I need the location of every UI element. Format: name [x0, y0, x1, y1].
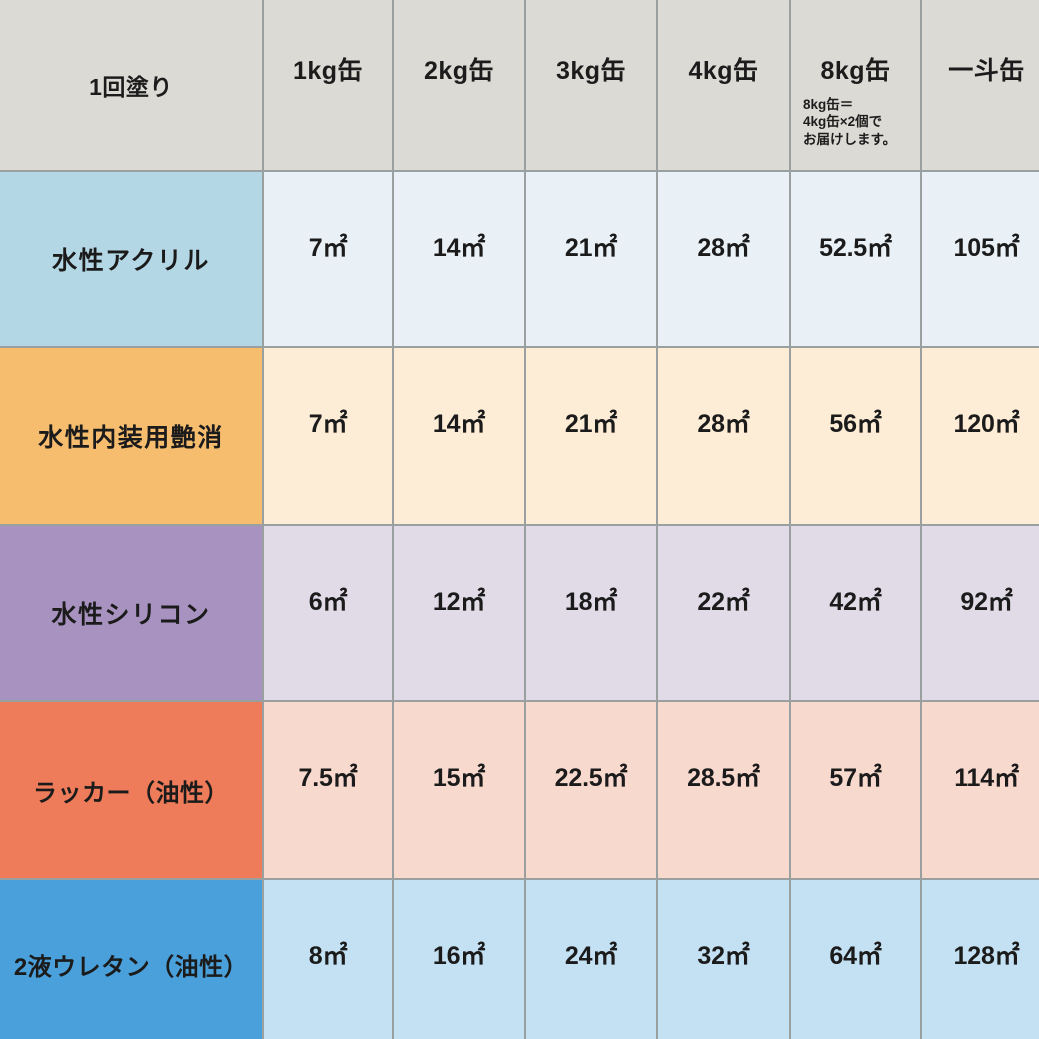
column-header-itto: 一斗缶: [922, 0, 1039, 170]
cell-value: 32㎡: [697, 942, 750, 970]
cell-value: 8㎡: [308, 942, 348, 970]
cell-value: 15㎡: [432, 764, 486, 792]
cell-value: 114㎡: [954, 764, 1019, 792]
table-cell-lacquer-8kg: 57㎡: [791, 702, 920, 878]
cell-value: 42㎡: [829, 588, 882, 616]
table-cell-silicone-8kg: 42㎡: [791, 526, 920, 700]
cell-value: 22㎡: [697, 588, 750, 616]
table-cell-lacquer-2kg: 15㎡: [394, 702, 524, 878]
table-cell-interior-matte-3kg: 21㎡: [526, 348, 656, 524]
cell-value: 28㎡: [697, 410, 750, 438]
column-header-2kg: 2kg缶: [394, 0, 524, 170]
column-header-4kg-label: 4kg缶: [688, 57, 759, 85]
table-cell-silicone-1kg: 6㎡: [264, 526, 392, 700]
column-header-8kg-note: 8kg缶＝ 4kg缶×2個で お届けします。: [803, 96, 897, 148]
row-header-urethane: 2液ウレタン（油性）: [0, 880, 262, 1039]
column-header-1kg-label: 1kg缶: [292, 57, 364, 85]
table-cell-interior-matte-4kg: 28㎡: [658, 348, 789, 524]
cell-value: 21㎡: [564, 234, 618, 262]
cell-value: 28.5㎡: [687, 764, 760, 792]
table-cell-lacquer-3kg: 22.5㎡: [526, 702, 656, 878]
cell-value: 7㎡: [308, 234, 348, 262]
table-cell-acrylic-8kg: 52.5㎡: [791, 172, 920, 346]
table-cell-silicone-3kg: 18㎡: [526, 526, 656, 700]
cell-value: 64㎡: [829, 942, 882, 970]
table-cell-urethane-4kg: 32㎡: [658, 880, 789, 1039]
table-cell-acrylic-3kg: 21㎡: [526, 172, 656, 346]
table-cell-acrylic-4kg: 28㎡: [658, 172, 789, 346]
table-cell-silicone-itto: 92㎡: [922, 526, 1039, 700]
cell-value: 14㎡: [432, 410, 486, 438]
table-cell-silicone-2kg: 12㎡: [394, 526, 524, 700]
cell-value: 24㎡: [564, 942, 618, 970]
column-header-8kg-label: 8kg缶: [820, 57, 891, 85]
table-cell-acrylic-1kg: 7㎡: [264, 172, 392, 346]
table-cell-interior-matte-1kg: 7㎡: [264, 348, 392, 524]
table-cell-urethane-1kg: 8㎡: [264, 880, 392, 1039]
cell-value: 22.5㎡: [554, 764, 628, 792]
table-cell-urethane-8kg: 64㎡: [791, 880, 920, 1039]
table-cell-urethane-3kg: 24㎡: [526, 880, 656, 1039]
table-cell-silicone-4kg: 22㎡: [658, 526, 789, 700]
column-header-3kg-label: 3kg缶: [555, 57, 627, 85]
table-cell-interior-matte-8kg: 56㎡: [791, 348, 920, 524]
cell-value: 14㎡: [432, 234, 486, 262]
cell-value: 6㎡: [308, 588, 348, 616]
cell-value: 16㎡: [432, 942, 486, 970]
cell-value: 7.5㎡: [298, 764, 358, 792]
column-header-3kg: 3kg缶: [526, 0, 656, 170]
table-cell-acrylic-itto: 105㎡: [922, 172, 1039, 346]
column-header-8kg: 8kg缶 8kg缶＝ 4kg缶×2個で お届けします。: [791, 0, 920, 170]
cell-value: 128㎡: [953, 942, 1020, 970]
cell-value: 7㎡: [308, 410, 348, 438]
table-corner-header: 1回塗り: [0, 0, 262, 170]
table-cell-lacquer-1kg: 7.5㎡: [264, 702, 392, 878]
cell-value: 21㎡: [564, 410, 618, 438]
table-cell-urethane-2kg: 16㎡: [394, 880, 524, 1039]
cell-value: 92㎡: [960, 588, 1013, 616]
cell-value: 12㎡: [432, 588, 486, 616]
row-header-acrylic: 水性アクリル: [0, 172, 262, 346]
cell-value: 120㎡: [953, 410, 1020, 438]
table-cell-interior-matte-itto: 120㎡: [922, 348, 1039, 524]
cell-value: 18㎡: [564, 588, 618, 616]
table-cell-lacquer-4kg: 28.5㎡: [658, 702, 789, 878]
row-header-interior-matte: 水性内装用艶消: [0, 348, 262, 524]
column-header-1kg: 1kg缶: [264, 0, 392, 170]
table-cell-lacquer-itto: 114㎡: [922, 702, 1039, 878]
table-cell-urethane-itto: 128㎡: [922, 880, 1039, 1039]
cell-value: 57㎡: [829, 764, 882, 792]
cell-value: 56㎡: [829, 410, 882, 438]
cell-value: 52.5㎡: [819, 234, 892, 262]
cell-value: 105㎡: [953, 234, 1020, 262]
column-header-4kg: 4kg缶: [658, 0, 789, 170]
row-header-lacquer: ラッカー（油性）: [0, 702, 262, 878]
column-header-itto-label: 一斗缶: [948, 57, 1025, 85]
table-cell-interior-matte-2kg: 14㎡: [394, 348, 524, 524]
table-cell-acrylic-2kg: 14㎡: [394, 172, 524, 346]
cell-value: 28㎡: [697, 234, 750, 262]
column-header-2kg-label: 2kg缶: [423, 57, 495, 85]
row-header-silicone: 水性シリコン: [0, 526, 262, 700]
